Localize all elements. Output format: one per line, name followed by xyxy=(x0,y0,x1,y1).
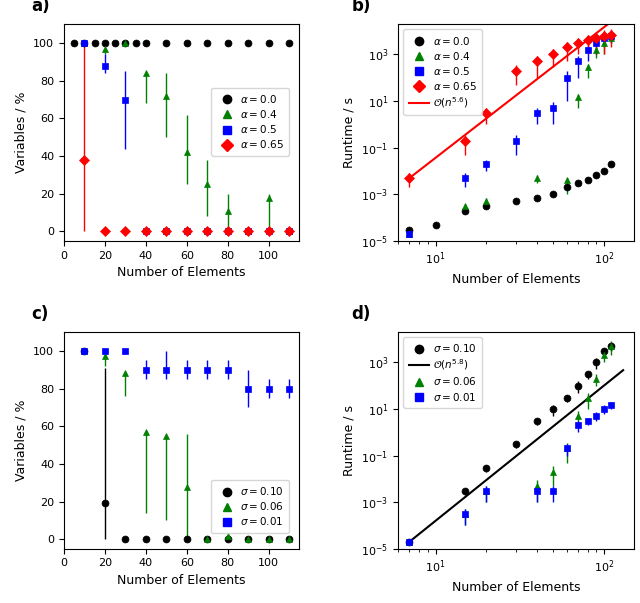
X-axis label: Number of Elements: Number of Elements xyxy=(117,266,246,279)
Text: d): d) xyxy=(351,305,371,323)
Text: b): b) xyxy=(351,0,371,16)
Text: a): a) xyxy=(31,0,50,16)
Y-axis label: Variables / %: Variables / % xyxy=(15,400,28,481)
Text: c): c) xyxy=(31,305,49,323)
Y-axis label: Runtime / s: Runtime / s xyxy=(343,97,356,168)
Y-axis label: Runtime / s: Runtime / s xyxy=(343,405,356,476)
X-axis label: Number of Elements: Number of Elements xyxy=(452,273,580,286)
X-axis label: Number of Elements: Number of Elements xyxy=(117,574,246,587)
Legend: $\sigma = 0.10$, $\sigma = 0.06$, $\sigma = 0.01$: $\sigma = 0.10$, $\sigma = 0.06$, $\sigm… xyxy=(211,480,289,532)
Y-axis label: Variables / %: Variables / % xyxy=(15,92,28,173)
Legend: $\sigma = 0.10$, $\mathcal{O}(n^{5.8})$, $\sigma = 0.06$, $\sigma = 0.01$: $\sigma = 0.10$, $\mathcal{O}(n^{5.8})$,… xyxy=(403,337,482,408)
Legend: $\alpha = 0.0$, $\alpha = 0.4$, $\alpha = 0.5$, $\alpha = 0.65$, $\mathcal{O}(n^: $\alpha = 0.0$, $\alpha = 0.4$, $\alpha … xyxy=(403,30,482,115)
Legend: $\alpha = 0.0$, $\alpha = 0.4$, $\alpha = 0.5$, $\alpha = 0.65$: $\alpha = 0.0$, $\alpha = 0.4$, $\alpha … xyxy=(211,88,289,156)
X-axis label: Number of Elements: Number of Elements xyxy=(452,581,580,593)
